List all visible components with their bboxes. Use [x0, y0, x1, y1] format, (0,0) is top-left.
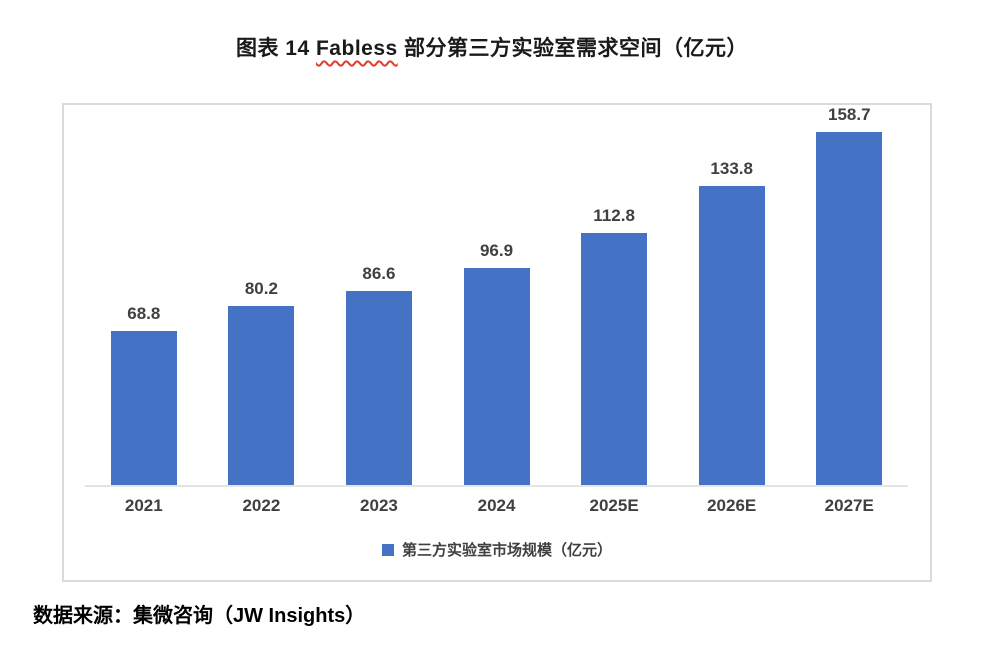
bar-value-label: 68.8 — [127, 304, 161, 323]
legend: 第三方实验室市场规模（亿元） — [64, 539, 930, 560]
x-axis: 2021 2022 2023 2024 2025E 2026E 2027E — [85, 496, 908, 516]
x-axis-label: 2021 — [124, 496, 163, 515]
x-axis-label: 2026E — [707, 496, 757, 515]
bar-value-label: 86.6 — [362, 264, 396, 283]
bar — [228, 306, 295, 485]
bar-slot: 68.8 — [85, 105, 203, 485]
bar-slot: 158.7 — [790, 105, 908, 485]
bar-slot: 86.6 — [320, 105, 438, 485]
bar-value-label: 80.2 — [244, 279, 278, 298]
data-source-caption: 数据来源：集微咨询（JW Insights） — [33, 605, 366, 627]
bars-row: 68.8 80.2 86.6 96.9 112.8 133.8 158.7 — [85, 105, 908, 487]
legend-swatch-icon — [381, 543, 394, 556]
bar-value-label: 96.9 — [479, 241, 514, 260]
chart-title-misspelled-word: Fabless — [315, 37, 398, 60]
bar-value-label: 133.8 — [710, 159, 753, 178]
x-axis-label: 2025E — [589, 496, 639, 515]
bar-value-label: 158.7 — [827, 105, 871, 124]
bar-slot: 80.2 — [203, 105, 321, 485]
legend-label: 第三方实验室市场规模（亿元） — [401, 542, 612, 559]
bar — [463, 268, 530, 485]
plot-area: 68.8 80.2 86.6 96.9 112.8 133.8 158.7 2021 2022… — [85, 105, 908, 516]
bar — [581, 233, 648, 485]
x-axis-label: 2022 — [242, 496, 281, 515]
chart-frame: 68.8 80.2 86.6 96.9 112.8 133.8 158.7 2021 2022… — [62, 103, 932, 582]
bar-slot: 96.9 — [438, 105, 556, 485]
x-axis-label: 2027E — [824, 496, 874, 515]
bar — [345, 291, 412, 485]
bar — [698, 186, 765, 485]
bar-slot: 133.8 — [673, 105, 791, 485]
x-axis-label: 2024 — [477, 496, 516, 515]
bar-slot: 112.8 — [555, 105, 673, 485]
chart-title-suffix: 部分第三方实验室需求空间（亿元） — [397, 37, 749, 60]
x-axis-label: 2023 — [360, 496, 398, 515]
bar — [110, 331, 177, 485]
bar — [816, 132, 883, 485]
chart-title: 图表 14 Fabless 部分第三方实验室需求空间（亿元） — [0, 32, 984, 62]
chart-title-prefix: 图表 14 — [235, 37, 316, 60]
bar-value-label: 112.8 — [593, 206, 635, 225]
